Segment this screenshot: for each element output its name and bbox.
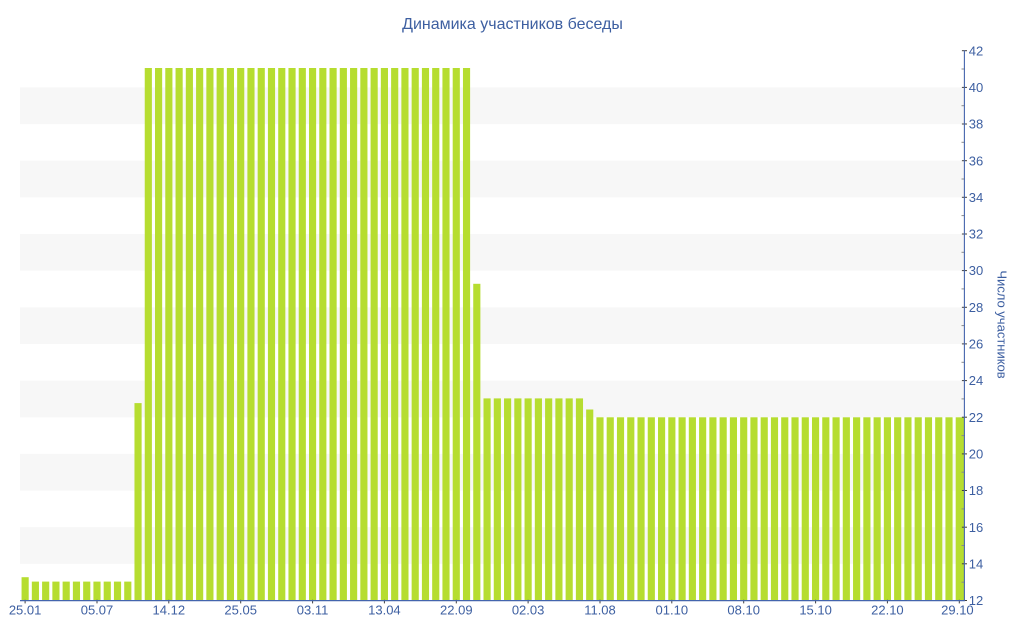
- svg-text:14: 14: [969, 556, 983, 571]
- svg-text:25.01: 25.01: [9, 603, 42, 618]
- svg-text:26: 26: [969, 337, 983, 352]
- svg-text:42: 42: [969, 43, 983, 58]
- svg-text:22.10: 22.10: [871, 603, 904, 618]
- svg-text:22.09: 22.09: [440, 603, 473, 618]
- svg-text:01.10: 01.10: [656, 603, 689, 618]
- svg-text:40: 40: [969, 80, 983, 95]
- svg-text:25.05: 25.05: [224, 603, 257, 618]
- svg-text:Число участников: Число участников: [995, 270, 1010, 378]
- svg-text:38: 38: [969, 117, 983, 132]
- svg-text:18: 18: [969, 483, 983, 498]
- svg-text:28: 28: [969, 300, 983, 315]
- svg-text:20: 20: [969, 447, 983, 462]
- svg-text:03.11: 03.11: [297, 603, 329, 618]
- svg-text:05.07: 05.07: [81, 603, 114, 618]
- svg-text:22: 22: [969, 410, 983, 425]
- svg-text:34: 34: [969, 190, 983, 205]
- svg-text:15.10: 15.10: [799, 603, 832, 618]
- svg-text:02.03: 02.03: [512, 603, 545, 618]
- svg-text:36: 36: [969, 153, 983, 168]
- svg-text:24: 24: [969, 373, 983, 388]
- svg-text:Динамика участников беседы: Динамика участников беседы: [402, 16, 623, 33]
- svg-text:14.12: 14.12: [153, 603, 186, 618]
- svg-text:08.10: 08.10: [727, 603, 760, 618]
- svg-text:30: 30: [969, 263, 983, 278]
- svg-text:11.08: 11.08: [584, 603, 616, 618]
- svg-text:16: 16: [969, 520, 983, 535]
- svg-text:13.04: 13.04: [368, 603, 401, 618]
- svg-text:12: 12: [969, 593, 983, 608]
- svg-text:29.10: 29.10: [941, 603, 974, 618]
- svg-text:32: 32: [969, 227, 983, 242]
